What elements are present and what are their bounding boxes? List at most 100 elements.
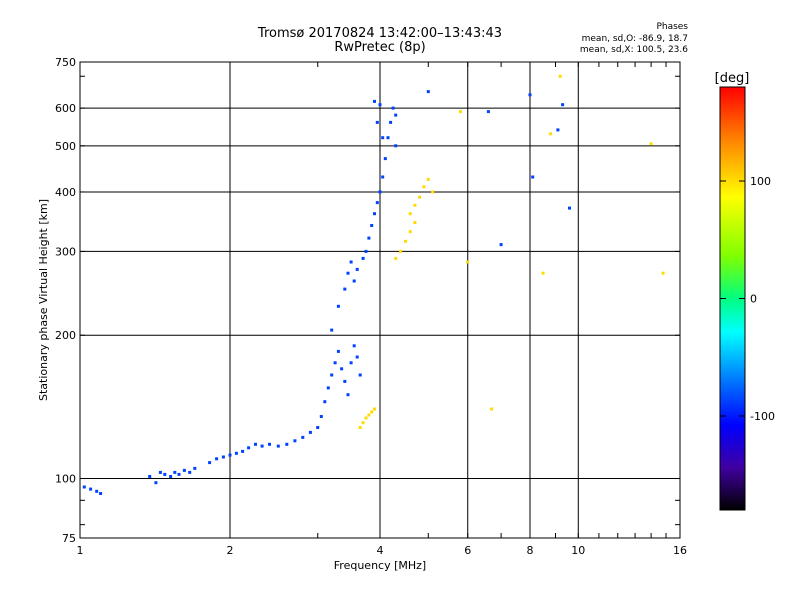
o-trace-point — [234, 451, 238, 455]
o-trace-point — [378, 190, 382, 194]
o-trace-point — [336, 304, 340, 308]
o-trace-point — [215, 457, 219, 461]
y-tick-label: 400 — [55, 186, 76, 199]
o-trace-point — [355, 355, 359, 359]
o-trace-point — [182, 468, 186, 472]
x-tick-label: 10 — [571, 544, 585, 557]
o-trace-point — [343, 379, 347, 383]
o-trace-point — [148, 475, 152, 478]
o-trace-point — [568, 206, 571, 210]
o-trace-point — [352, 344, 356, 348]
o-trace-point — [241, 449, 245, 453]
y-tick-label: 200 — [55, 329, 76, 342]
x-trace-point — [418, 195, 421, 199]
o-trace-point — [375, 201, 379, 205]
x-trace-point — [431, 190, 435, 194]
o-trace-point — [193, 466, 197, 470]
o-trace-point — [370, 224, 374, 227]
phases-stats-o: mean, sd,O: -86.9, 18.7 — [581, 34, 688, 44]
grid — [80, 62, 680, 538]
o-trace-point — [268, 442, 271, 446]
o-trace-point — [381, 136, 385, 140]
o-trace-point — [95, 489, 99, 493]
o-trace-point — [188, 470, 192, 474]
x-trace-point — [358, 426, 362, 429]
x-trace-point — [361, 421, 365, 425]
y-axis-label: Stationary phase Virtual Height [km] — [37, 199, 50, 401]
o-trace-point — [389, 120, 393, 124]
y-tick-label: 750 — [55, 56, 76, 69]
x-trace-point — [458, 110, 462, 114]
y-tick-label: 300 — [55, 245, 76, 258]
y-tick-label: 100 — [55, 473, 76, 486]
x-tick-label: 1 — [77, 544, 84, 557]
colorbar-label: [deg] — [715, 71, 750, 86]
o-trace-point — [373, 99, 376, 103]
o-trace-point — [330, 373, 334, 377]
o-trace-point — [352, 279, 356, 283]
x-trace-point — [649, 142, 653, 146]
o-trace-point — [394, 113, 398, 117]
o-trace-point — [361, 256, 365, 260]
colorbar-tick-label: -100 — [750, 410, 775, 423]
x-tick-label: 6 — [464, 544, 471, 557]
o-trace-point — [285, 442, 289, 446]
o-trace-point — [319, 415, 323, 418]
x-trace-point — [426, 177, 430, 181]
x-tick-label: 16 — [673, 544, 687, 557]
o-trace-point — [82, 485, 86, 489]
o-trace-point — [333, 361, 337, 365]
y-tick-label: 75 — [62, 532, 76, 545]
o-trace-point — [391, 106, 395, 110]
x-tick-label: 8 — [527, 544, 534, 557]
o-trace-point — [89, 487, 93, 491]
x-tick-label: 4 — [377, 544, 384, 557]
x-trace-point — [373, 407, 376, 411]
x-tick-label: 2 — [227, 544, 234, 557]
o-trace-point — [340, 367, 344, 371]
o-trace-point — [378, 103, 382, 107]
o-trace-point — [163, 472, 167, 476]
phases-title: Phases — [656, 22, 688, 32]
o-trace-point — [346, 393, 350, 397]
x-trace-point — [558, 74, 562, 78]
x-trace-point — [367, 413, 371, 417]
o-trace-point — [173, 470, 177, 474]
o-trace-point — [556, 128, 560, 132]
o-trace-point — [336, 349, 340, 353]
x-trace-point — [408, 212, 412, 216]
o-trace-point — [528, 93, 532, 97]
o-trace-point — [208, 461, 212, 465]
o-trace-point — [276, 444, 280, 448]
o-trace-point — [301, 435, 305, 439]
chart-subtitle: RwPretec (8p) — [334, 40, 426, 55]
y-tick-label: 600 — [55, 102, 76, 115]
o-trace-point — [375, 120, 379, 124]
x-axis-label: Frequency [MHz] — [334, 559, 426, 572]
o-trace-point — [383, 157, 387, 161]
phases-stats-x: mean, sd,X: 100.5, 23.6 — [579, 45, 688, 55]
o-trace-point — [381, 175, 385, 179]
x-trace-point — [413, 203, 417, 207]
o-trace-point — [260, 444, 264, 448]
x-trace-point — [364, 416, 368, 420]
o-trace-point — [247, 446, 251, 450]
axis-ticks: 1 2 4 6 8 10 16 75 100 200 300 400 500 600 750 — [55, 56, 687, 557]
x-trace-point — [394, 256, 398, 260]
o-trace-point — [364, 249, 368, 253]
o-trace-point — [169, 475, 173, 478]
x-trace-point — [661, 271, 665, 275]
o-trace-point — [308, 430, 312, 434]
o-trace-point — [221, 455, 225, 459]
o-trace-point — [346, 271, 350, 275]
o-trace-point — [154, 481, 158, 485]
o-trace-point — [486, 110, 490, 114]
o-trace-point — [316, 426, 320, 429]
o-trace-point — [158, 470, 162, 474]
o-trace-point — [177, 472, 181, 476]
o-trace-point — [394, 144, 398, 148]
x-trace-point — [408, 230, 412, 234]
y-tick-label: 500 — [55, 140, 76, 153]
x-trace-point — [541, 271, 545, 275]
